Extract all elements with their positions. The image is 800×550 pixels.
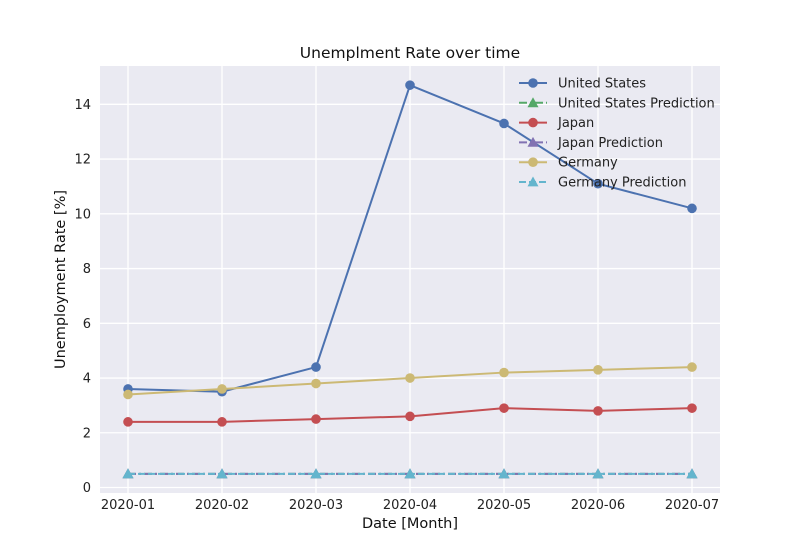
y-tick-label: 10 <box>74 207 91 222</box>
data-point <box>499 403 509 413</box>
x-tick-label: 2020-05 <box>477 498 531 513</box>
legend-marker <box>527 97 539 108</box>
data-point <box>404 468 416 479</box>
y-tick-label: 0 <box>83 481 91 496</box>
legend-entry: United States <box>519 77 646 92</box>
data-point <box>310 468 322 479</box>
y-tick-label: 6 <box>83 317 91 332</box>
y-tick-label: 12 <box>74 153 91 168</box>
data-point <box>311 362 321 372</box>
legend-marker <box>528 117 538 128</box>
legend-entry: Germany Prediction <box>519 176 686 191</box>
x-tick-label: 2020-04 <box>383 498 437 513</box>
data-point <box>217 417 227 427</box>
data-point <box>686 468 698 479</box>
data-point <box>499 367 509 378</box>
data-point <box>593 406 603 416</box>
data-point <box>122 468 134 479</box>
data-point <box>687 203 697 214</box>
x-tick-label: 2020-01 <box>101 498 155 513</box>
legend-label: United States Prediction <box>558 96 715 111</box>
x-tick-label: 2020-02 <box>195 498 249 513</box>
legend-marker <box>527 136 539 147</box>
x-tick-label: 2020-03 <box>289 498 343 513</box>
data-point <box>405 411 415 422</box>
data-point <box>123 417 133 427</box>
series-layer <box>122 80 698 479</box>
data-point <box>405 373 415 383</box>
legend-label: Japan Prediction <box>557 136 663 151</box>
data-point <box>311 378 321 389</box>
series-4 <box>123 362 697 400</box>
y-tick-label: 2 <box>83 426 91 441</box>
data-point <box>216 468 228 479</box>
y-tick-label: 14 <box>74 98 91 113</box>
data-point <box>217 384 227 394</box>
data-point <box>499 118 509 129</box>
legend-entry: Germany <box>519 156 618 171</box>
legend-entry: Japan Prediction <box>519 136 663 151</box>
legend-label: United States <box>558 77 646 92</box>
data-point <box>687 362 697 372</box>
data-point <box>593 178 603 189</box>
x-tick-label: 2020-07 <box>665 498 719 513</box>
data-point <box>593 365 603 375</box>
legend-marker <box>528 78 538 88</box>
series-5 <box>122 468 698 479</box>
legend: United States United States Prediction Jap… <box>519 77 715 191</box>
x-tick-label: 2020-06 <box>571 498 625 513</box>
data-point <box>498 468 510 479</box>
data-point <box>592 468 604 479</box>
chart-title: Unemplment Rate over time <box>300 44 520 62</box>
legend-label: Germany Prediction <box>558 176 686 191</box>
data-point <box>311 414 321 424</box>
legend-label: Japan <box>557 116 594 131</box>
y-tick-label: 4 <box>83 372 91 387</box>
legend-entry: Japan <box>519 116 594 131</box>
series-2 <box>123 403 697 427</box>
y-axis-title: Unemployment Rate [%] <box>53 190 69 369</box>
y-tick-label: 8 <box>83 262 91 277</box>
data-point <box>405 80 415 90</box>
data-point <box>687 403 697 413</box>
x-axis-title: Date [Month] <box>362 516 458 532</box>
legend-marker <box>527 176 539 187</box>
legend-marker <box>528 157 538 167</box>
legend-label: Germany <box>558 156 618 171</box>
y-axis-ticks: 0 2 4 6 8 10 12 14 <box>74 98 91 496</box>
legend-entry: United States Prediction <box>519 96 715 111</box>
data-point <box>123 389 133 400</box>
x-axis-ticks: 2020-01 2020-02 2020-03 2020-04 2020-05 2020-… <box>101 498 719 513</box>
